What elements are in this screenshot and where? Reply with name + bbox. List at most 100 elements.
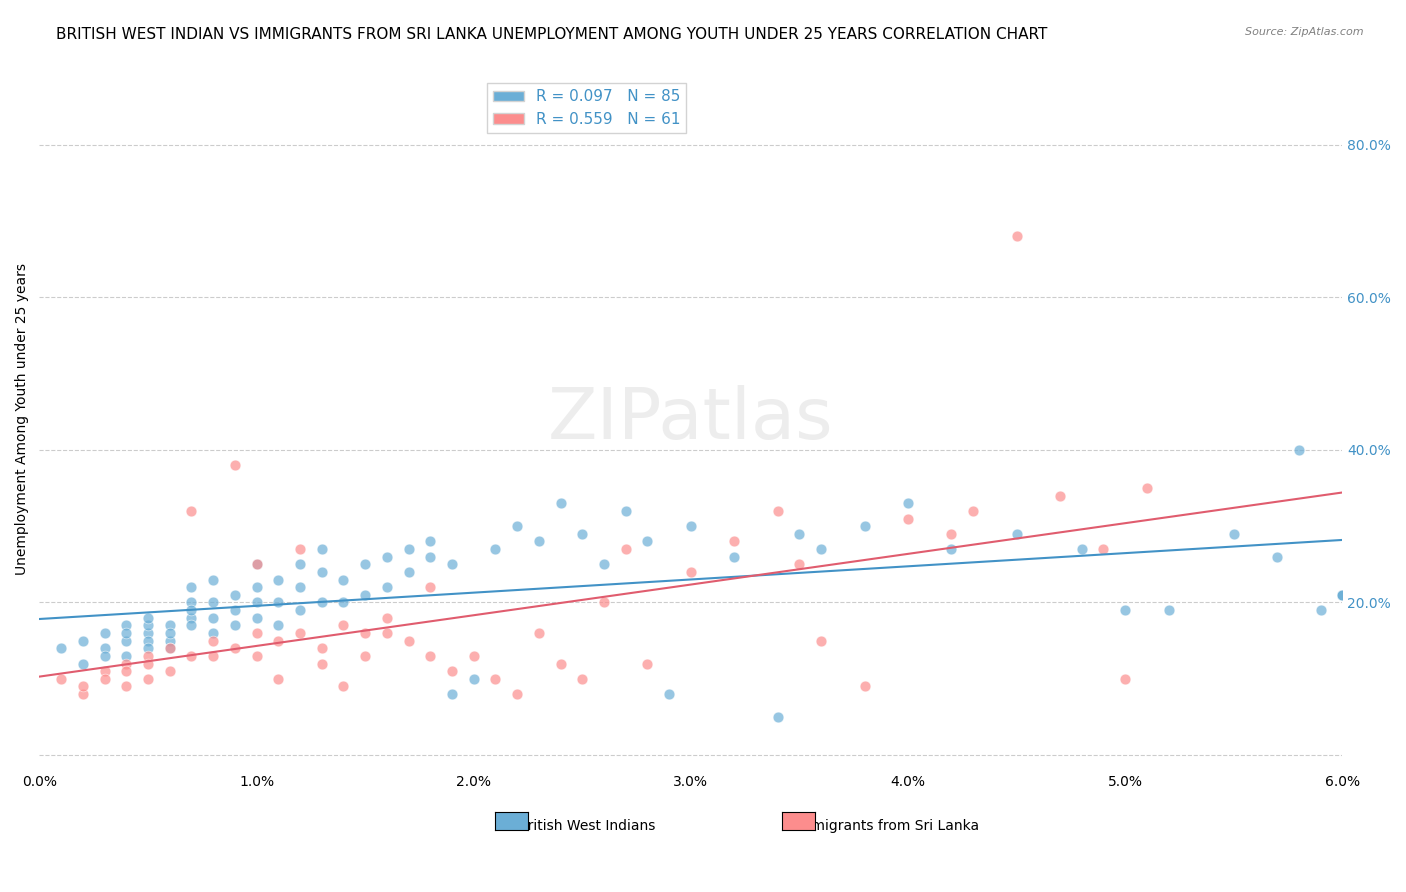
Point — [288, 542, 311, 557]
Point — [332, 680, 354, 694]
Point — [1070, 542, 1092, 557]
Point — [245, 558, 267, 572]
Point — [245, 595, 267, 609]
Point — [1049, 489, 1071, 503]
Point — [789, 526, 811, 541]
Point — [614, 504, 637, 518]
Point — [1331, 588, 1354, 602]
Point — [723, 534, 745, 549]
Point — [180, 611, 202, 625]
Point — [245, 611, 267, 625]
Point — [93, 626, 115, 640]
Point — [398, 633, 420, 648]
Point — [593, 595, 616, 609]
Point — [224, 618, 246, 632]
Point — [354, 588, 377, 602]
Point — [93, 672, 115, 686]
Point — [288, 580, 311, 594]
Point — [527, 626, 550, 640]
Point — [658, 687, 681, 701]
Point — [267, 633, 290, 648]
Point — [115, 657, 138, 671]
Point — [941, 526, 963, 541]
Point — [941, 542, 963, 557]
Point — [1331, 588, 1354, 602]
Point — [398, 542, 420, 557]
Point — [245, 626, 267, 640]
Point — [853, 519, 876, 533]
Point — [550, 496, 572, 510]
Point — [267, 672, 290, 686]
Point — [267, 573, 290, 587]
Point — [159, 641, 181, 656]
Point — [723, 549, 745, 564]
Point — [180, 580, 202, 594]
Point — [159, 618, 181, 632]
Point — [375, 626, 398, 640]
Point — [202, 573, 225, 587]
Text: British West Indians: British West Indians — [517, 820, 655, 833]
Point — [115, 680, 138, 694]
Point — [180, 603, 202, 617]
Point — [810, 633, 832, 648]
Point — [1157, 603, 1180, 617]
Point — [245, 580, 267, 594]
Point — [1309, 603, 1331, 617]
Point — [440, 558, 463, 572]
Y-axis label: Unemployment Among Youth under 25 years: Unemployment Among Youth under 25 years — [15, 263, 30, 575]
Point — [766, 710, 789, 724]
Point — [72, 657, 94, 671]
Point — [614, 542, 637, 557]
Point — [897, 511, 920, 525]
Point — [202, 595, 225, 609]
Point — [571, 526, 593, 541]
Point — [506, 687, 529, 701]
Point — [311, 542, 333, 557]
Point — [311, 595, 333, 609]
Point — [550, 657, 572, 671]
Point — [1092, 542, 1115, 557]
Point — [115, 633, 138, 648]
Point — [72, 633, 94, 648]
Point — [506, 519, 529, 533]
Point — [332, 618, 354, 632]
Point — [375, 611, 398, 625]
Point — [484, 542, 506, 557]
Point — [245, 558, 267, 572]
Point — [136, 672, 159, 686]
Point — [398, 565, 420, 579]
Point — [636, 657, 658, 671]
Point — [962, 504, 984, 518]
Point — [332, 573, 354, 587]
Point — [375, 549, 398, 564]
Point — [224, 588, 246, 602]
Point — [159, 633, 181, 648]
Point — [288, 603, 311, 617]
Point — [202, 633, 225, 648]
Point — [224, 641, 246, 656]
Point — [93, 648, 115, 663]
Point — [245, 648, 267, 663]
Point — [49, 641, 72, 656]
Point — [419, 648, 441, 663]
Point — [810, 542, 832, 557]
Point — [527, 534, 550, 549]
Point — [332, 595, 354, 609]
Point — [375, 580, 398, 594]
Point — [463, 672, 485, 686]
Point — [636, 534, 658, 549]
Point — [115, 626, 138, 640]
Point — [571, 672, 593, 686]
Point — [1331, 588, 1354, 602]
Text: ZIPatlas: ZIPatlas — [548, 385, 834, 454]
Point — [136, 657, 159, 671]
Point — [311, 565, 333, 579]
Point — [679, 519, 702, 533]
Point — [115, 618, 138, 632]
Point — [180, 618, 202, 632]
Point — [202, 648, 225, 663]
Point — [180, 648, 202, 663]
Point — [136, 611, 159, 625]
Point — [267, 595, 290, 609]
Point — [897, 496, 920, 510]
